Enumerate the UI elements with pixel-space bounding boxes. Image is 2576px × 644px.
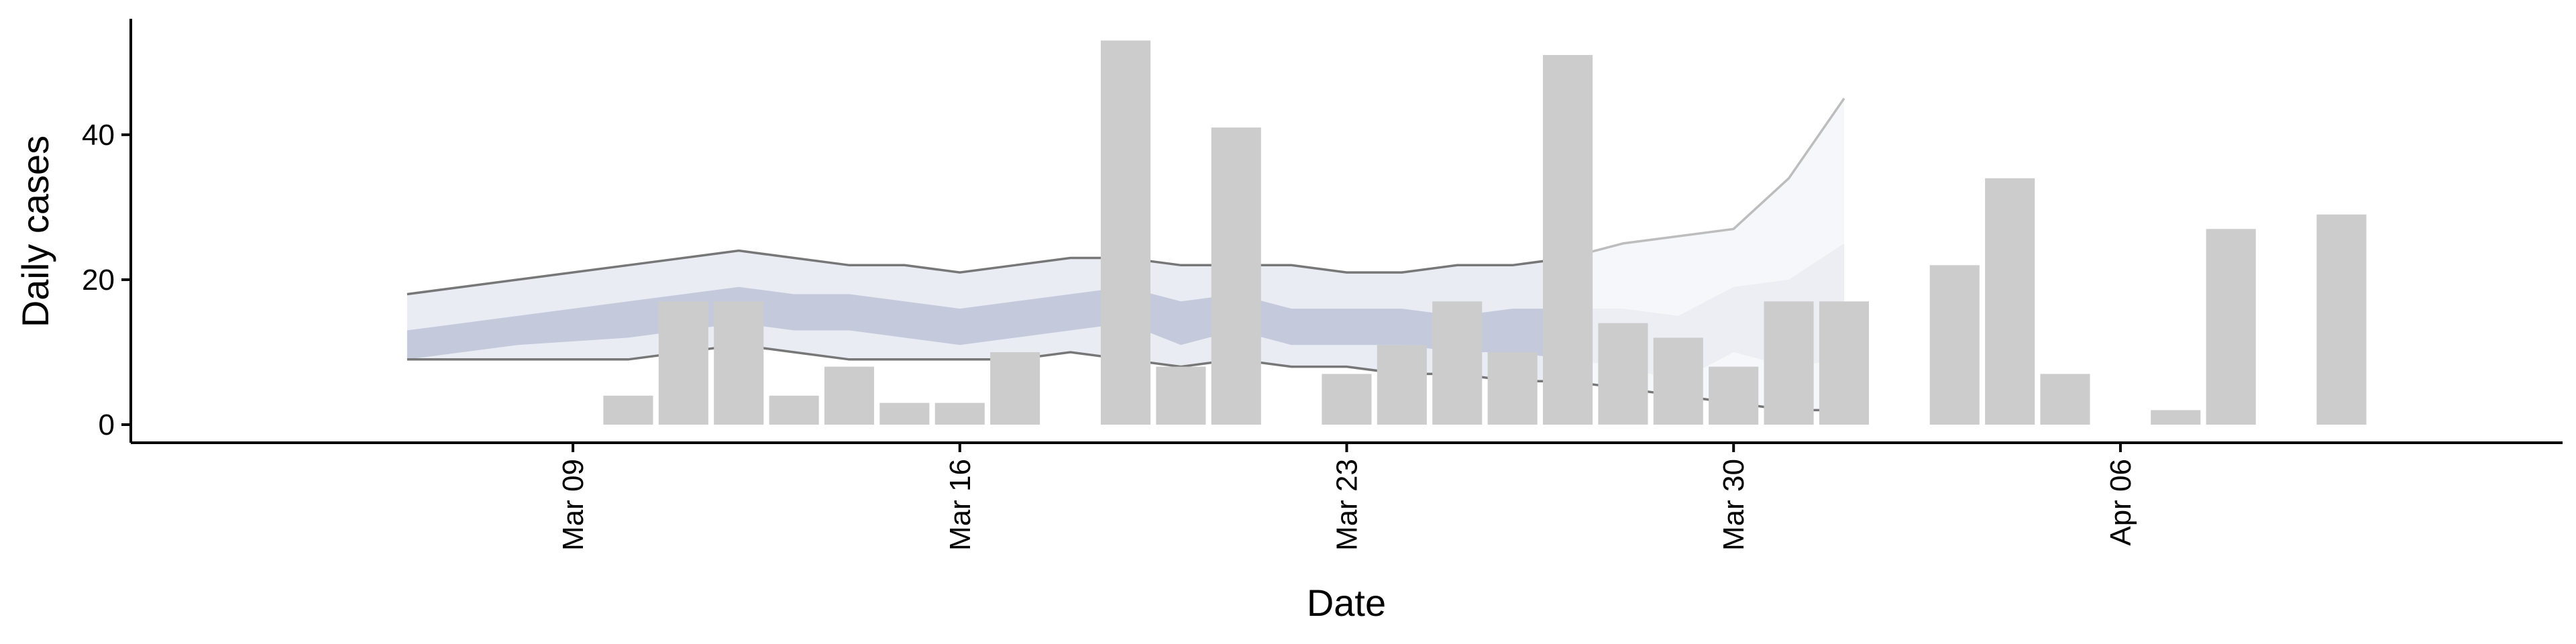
case-bar [714,301,764,425]
case-bar [603,395,653,425]
case-bar [2206,229,2256,425]
y-axis-title: Daily cases [14,136,56,327]
case-bar [1709,366,1759,425]
case-bar [879,402,930,425]
case-bar [1929,265,1980,425]
case-bars [603,40,2367,425]
x-tick-label: Mar 23 [1331,459,1364,551]
case-bar [769,395,819,425]
x-tick-label: Apr 06 [2104,459,2137,546]
forecast-upper-line [1567,97,1845,260]
x-tick-label: Mar 09 [557,459,590,551]
case-bar [934,402,985,425]
case-bar [658,301,708,425]
case-bar [1985,178,2035,425]
y-tick-label: 40 [82,119,115,152]
case-bar [824,366,874,425]
case-bar [1100,40,1150,425]
case-bar [1764,301,1814,425]
case-bar [2040,374,2090,425]
case-bar [1211,127,1261,425]
x-tick-label: Mar 16 [944,459,977,551]
case-bar [1598,323,1648,425]
y-tick-label: 0 [99,409,115,441]
case-bar [1819,301,1869,425]
y-tick-label: 20 [82,264,115,297]
case-bar [1377,345,1427,425]
case-bar [1322,374,1372,425]
x-tick-label: Mar 30 [1717,459,1750,551]
x-ticks: Mar 09 Mar 16 Mar 23 Mar 30 Apr 06 [557,443,2137,551]
y-ticks: 0 20 40 [82,119,131,441]
case-bar [2151,410,2201,425]
case-bar [1156,366,1206,425]
case-bar [1653,337,1703,425]
estimate-upper-line [407,249,1568,296]
case-bar [2316,214,2367,425]
x-axis-title: Date [1307,582,1386,624]
case-bar [1543,55,1593,425]
case-bar [1432,301,1483,425]
case-bar [1487,352,1538,425]
case-bar [990,352,1040,425]
